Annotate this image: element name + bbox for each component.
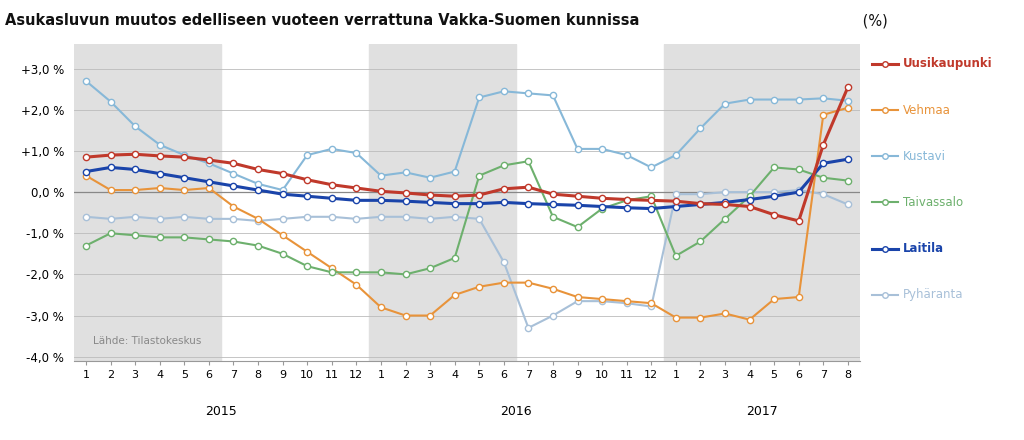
Text: Kustavi: Kustavi: [903, 150, 946, 163]
Bar: [74, 44, 221, 361]
Text: Lähde: Tilastokeskus: Lähde: Tilastokeskus: [93, 337, 202, 346]
Text: (%): (%): [858, 13, 888, 28]
Text: Uusikaupunki: Uusikaupunki: [903, 57, 993, 70]
Text: Vehmaa: Vehmaa: [903, 103, 951, 117]
Text: 2016: 2016: [501, 405, 531, 418]
Bar: [664, 44, 860, 361]
Text: Asukasluvun muutos edelliseen vuoteen verrattuna Vakka-Suomen kunnissa: Asukasluvun muutos edelliseen vuoteen ve…: [5, 13, 640, 28]
Text: Taivassalo: Taivassalo: [903, 196, 964, 209]
Text: Pyhäranta: Pyhäranta: [903, 288, 964, 301]
Text: 2017: 2017: [745, 405, 778, 418]
Bar: [369, 44, 516, 361]
Text: Laitila: Laitila: [903, 242, 944, 255]
Text: 2015: 2015: [205, 405, 238, 418]
